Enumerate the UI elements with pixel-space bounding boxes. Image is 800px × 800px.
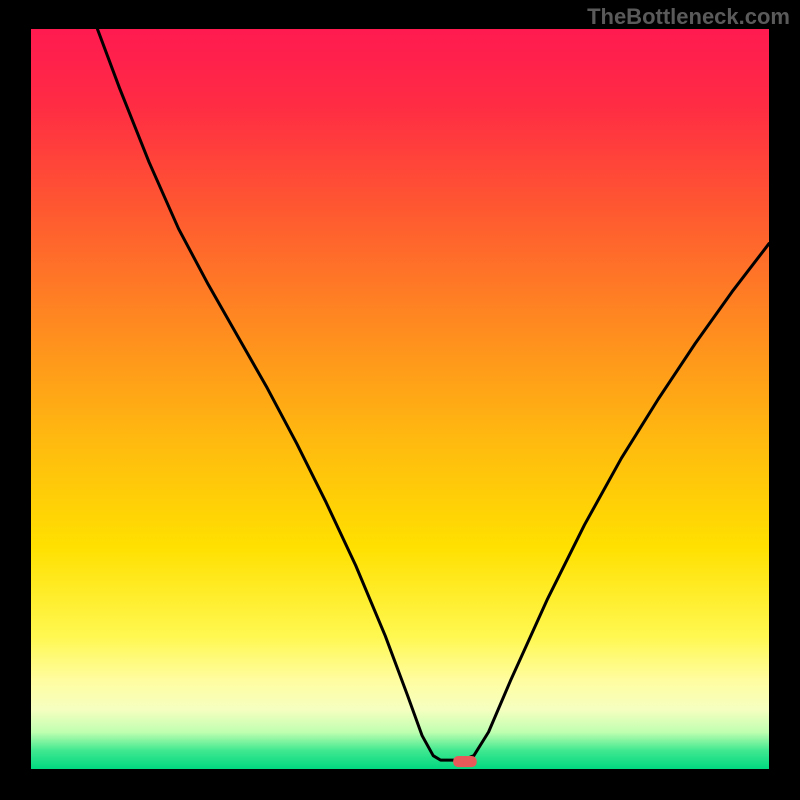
optimal-marker [453,756,477,767]
bottleneck-chart [31,29,769,769]
chart-svg [31,29,769,769]
attribution-text: TheBottleneck.com [587,4,790,30]
